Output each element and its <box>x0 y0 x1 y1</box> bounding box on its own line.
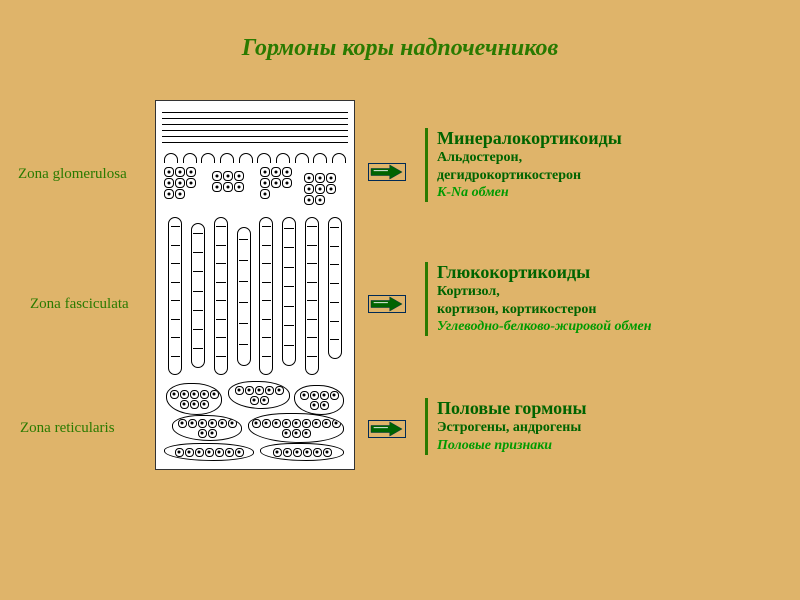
group-sex-hormones: Половые гормоны Эстрогены, андрогены Пол… <box>425 398 587 455</box>
group-text: Глюкокортикоиды Кортизол,кортизон, корти… <box>425 262 652 336</box>
histology-illustration <box>155 100 355 470</box>
group-title: Минералокортикоиды <box>437 128 622 149</box>
group-func: K-Na обмен <box>437 184 622 202</box>
group-title: Глюкокортикоиды <box>437 262 652 283</box>
group-sub: Эстрогены, андрогены <box>437 419 587 437</box>
group-bar <box>425 398 428 455</box>
capsule-layer <box>162 107 348 149</box>
group-glucocorticoids: Глюкокортикоиды Кортизол,кортизон, корти… <box>425 262 652 336</box>
label-zona-glomerulosa: Zona glomerulosa <box>18 166 127 183</box>
group-func: Половые признаки <box>437 437 587 455</box>
label-zona-reticularis: Zona reticularis <box>20 420 115 437</box>
zona-glomerulosa-cells <box>164 167 346 213</box>
page-title: Гормоны коры надпочечников <box>242 35 559 62</box>
group-text: Половые гормоны Эстрогены, андрогены Пол… <box>425 398 587 455</box>
arrow-fasciculata <box>368 295 406 313</box>
group-bar <box>425 128 428 202</box>
group-sub: Кортизол,кортизон, кортикостерон <box>437 283 652 318</box>
arrow-reticularis <box>368 420 406 438</box>
zona-reticularis-cells <box>164 381 346 461</box>
group-text: Минералокортикоиды Альдостерон,дегидроко… <box>425 128 622 202</box>
zona-fasciculata-cells <box>164 217 346 375</box>
group-sub: Альдостерон,дегидрокортикостерон <box>437 149 622 184</box>
group-title: Половые гормоны <box>437 398 587 419</box>
group-bar <box>425 262 428 336</box>
arrow-glomerulosa <box>368 163 406 181</box>
slide-root: Гормоны коры надпочечников Zona glomerul… <box>0 0 800 600</box>
arc-row <box>164 153 346 167</box>
group-func: Углеводно-белково-жировой обмен <box>437 318 652 336</box>
group-mineralocorticoids: Минералокортикоиды Альдостерон,дегидроко… <box>425 128 622 202</box>
label-zona-fasciculata: Zona fasciculata <box>30 296 129 313</box>
